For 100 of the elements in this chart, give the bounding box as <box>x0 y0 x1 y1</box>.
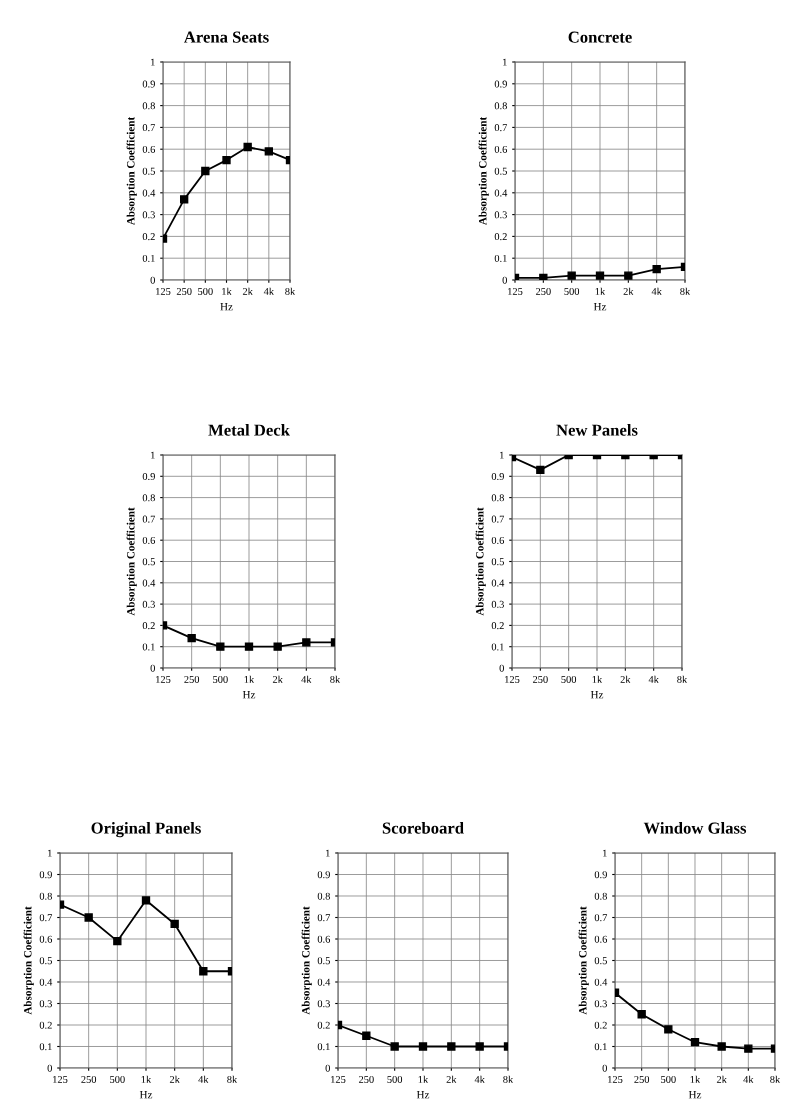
x-tick-label: 1k <box>595 287 606 295</box>
point <box>744 1044 753 1053</box>
point <box>187 634 196 643</box>
point <box>475 1042 484 1051</box>
y-tick-label: 0.5 <box>142 167 155 175</box>
x-axis-title: Hz <box>688 1091 702 1099</box>
x-axis-title: Hz <box>220 303 233 311</box>
x-tick-label: 4k <box>198 1075 209 1083</box>
x-tick-label: 1k <box>141 1075 152 1083</box>
y-tick-label: 0.2 <box>594 1021 607 1029</box>
y-tick-label: 0 <box>502 276 507 284</box>
x-tick-label: 8k <box>770 1075 781 1083</box>
y-tick-label: 0.4 <box>142 189 156 197</box>
x-tick-label: 8k <box>227 1075 238 1083</box>
y-tick-label: 0.5 <box>317 957 330 965</box>
y-tick-label: 0.2 <box>142 233 155 241</box>
chart-title: Concrete <box>568 31 632 43</box>
point <box>418 1042 428 1051</box>
point <box>244 642 254 651</box>
y-tick-label: 0 <box>47 1064 52 1072</box>
x-tick-label: 125 <box>331 1075 346 1083</box>
y-tick-label: 0.6 <box>142 145 156 153</box>
y-tick-label: 0.3 <box>317 1000 330 1008</box>
y-tick-label: 0.5 <box>494 167 507 175</box>
x-tick-label: 125 <box>608 1075 623 1083</box>
x-tick-label: 250 <box>535 287 551 295</box>
y-tick-label: 0.8 <box>142 102 155 110</box>
y-tick-label: 0.6 <box>494 145 508 153</box>
x-tick-label: 500 <box>564 287 580 295</box>
y-tick-label: 0.7 <box>594 914 608 922</box>
x-tick-label: 250 <box>532 675 548 683</box>
x-tick-label: 8k <box>680 287 691 295</box>
y-tick-label: 0.1 <box>491 643 504 651</box>
x-tick-label: 4k <box>263 287 275 295</box>
y-tick-label: 0.9 <box>491 472 504 481</box>
y-tick-label: 0.8 <box>39 892 52 900</box>
point <box>201 166 210 176</box>
x-tick-label: 500 <box>661 1075 676 1083</box>
y-tick-label: 0.2 <box>491 622 504 630</box>
y-axis-title: Absorption Coefficient <box>478 116 489 226</box>
y-tick-label: 0.7 <box>491 515 505 523</box>
y-tick-label: 0.6 <box>39 935 53 943</box>
y-tick-label: 0.4 <box>39 978 53 986</box>
y-tick-label: 0 <box>150 276 155 284</box>
y-tick-label: 1 <box>151 58 155 66</box>
y-tick-label: 0.9 <box>39 871 52 879</box>
y-tick-label: 0.1 <box>494 254 507 262</box>
y-tick-label: 0.7 <box>39 914 53 922</box>
x-tick-label: 4k <box>301 675 312 683</box>
point <box>264 147 274 156</box>
x-tick-label: 1k <box>592 675 603 683</box>
y-tick-label: 1 <box>48 849 52 857</box>
y-tick-label: 0.6 <box>594 935 608 943</box>
x-tick-label: 2k <box>716 1075 727 1083</box>
point <box>690 1038 700 1047</box>
y-tick-label: 0.3 <box>142 600 155 608</box>
y-tick-label: 0 <box>499 664 504 672</box>
y-tick-label: 0.4 <box>491 579 505 587</box>
point <box>113 936 122 946</box>
point <box>637 1010 646 1019</box>
y-tick-label: 1 <box>151 451 155 459</box>
y-tick-label: 1 <box>500 451 504 459</box>
chart-title: Metal Deck <box>208 423 290 436</box>
y-tick-label: 0.5 <box>594 957 607 965</box>
point <box>273 642 282 651</box>
y-axis-title: Absorption Coefficient <box>23 906 34 1015</box>
y-tick-label: 0.6 <box>142 536 156 544</box>
y-axis-title: Absorption Coefficient <box>475 507 486 616</box>
x-tick-label: 250 <box>358 1075 374 1083</box>
x-tick-label: 500 <box>561 675 577 683</box>
y-tick-label: 0 <box>325 1064 330 1072</box>
x-tick-label: 1k <box>244 675 255 683</box>
y-tick-label: 0.9 <box>142 80 155 88</box>
y-tick-label: 0 <box>602 1064 607 1072</box>
x-tick-label: 2k <box>169 1075 180 1083</box>
chart-title: Arena Seats <box>183 31 269 43</box>
point <box>243 142 252 152</box>
y-tick-label: 0.4 <box>317 978 331 986</box>
point <box>141 896 151 905</box>
x-tick-label: 8k <box>330 675 341 683</box>
x-tick-label: 250 <box>184 675 200 683</box>
x-tick-label: 250 <box>176 287 192 295</box>
x-tick-label: 8k <box>677 675 688 683</box>
x-tick-label: 2k <box>623 287 634 295</box>
x-axis-title: Hz <box>593 303 607 311</box>
y-tick-label: 0.3 <box>142 211 155 219</box>
x-tick-label: 8k <box>503 1075 514 1083</box>
x-tick-label: 125 <box>508 287 523 295</box>
x-tick-label: 125 <box>505 675 520 683</box>
point <box>362 1031 371 1040</box>
y-tick-label: 0.1 <box>317 1043 330 1051</box>
x-tick-label: 2k <box>620 675 631 683</box>
y-axis-title: Absorption Coefficient <box>126 116 137 226</box>
y-tick-label: 0.8 <box>142 494 155 502</box>
y-tick-label: 0.4 <box>594 978 608 986</box>
y-tick-label: 0.7 <box>142 515 156 523</box>
y-tick-label: 0.8 <box>494 102 507 110</box>
y-tick-label: 0.3 <box>594 1000 607 1008</box>
point <box>179 195 189 204</box>
y-tick-label: 0 <box>150 664 155 672</box>
